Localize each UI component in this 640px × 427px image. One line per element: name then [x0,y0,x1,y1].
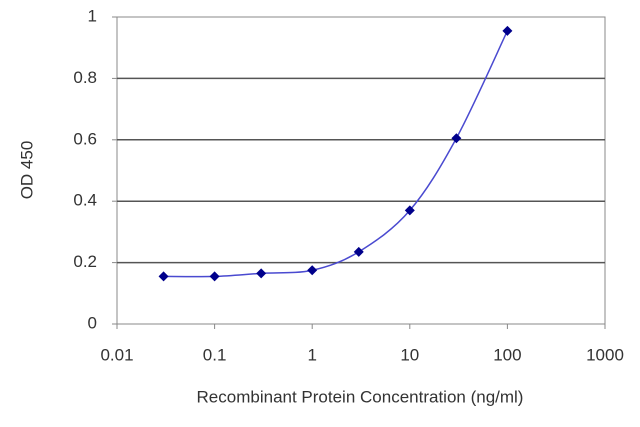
x-tick-label: 1000 [586,345,624,364]
y-axis-label: OD 450 [17,141,36,200]
y-tick-label: 0 [88,313,97,332]
marker [502,25,513,36]
x-tick-label: 10 [400,345,419,364]
marker [404,205,415,216]
y-tick-label: 0.6 [73,129,97,148]
marker [451,133,462,144]
y-tick-label: 0.8 [73,68,97,87]
marker [353,246,364,257]
y-tick-label: 0.4 [73,191,97,210]
marker [209,271,220,282]
marker [158,271,169,282]
marker [307,265,318,276]
x-tick-label: 1 [307,345,316,364]
marker [256,268,267,279]
y-tick-label: 0.2 [73,252,97,271]
x-axis-label: Recombinant Protein Concentration (ng/ml… [197,387,524,406]
x-tick-label: 100 [493,345,521,364]
x-tick-label: 0.01 [100,345,133,364]
plot-area [116,16,606,325]
x-tick-label: 0.1 [203,345,227,364]
y-tick-label: 1 [88,6,97,25]
